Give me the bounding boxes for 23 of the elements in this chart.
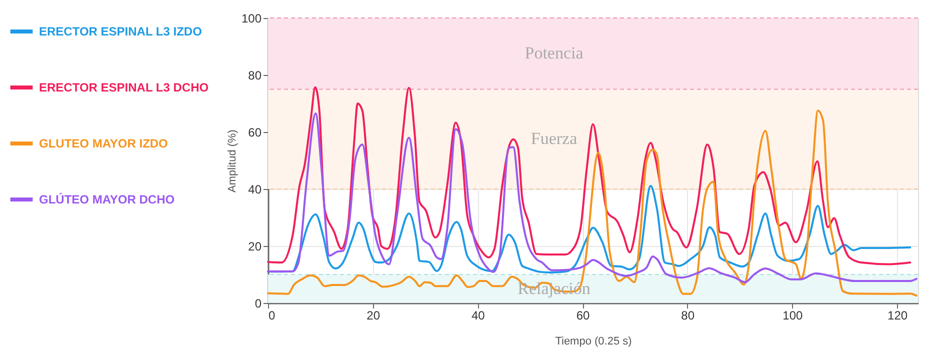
y-axis-title: Amplitud (%) xyxy=(226,130,238,192)
legend-label: GLUTEO MAYOR IZDO xyxy=(39,136,168,150)
x-tick-label: 120 xyxy=(888,308,908,322)
y-tick-label: 80 xyxy=(248,68,262,82)
x-tick-label: 40 xyxy=(472,308,486,322)
line-series xyxy=(267,184,912,274)
legend-label: GLÚTEO MAYOR DCHO xyxy=(39,192,175,206)
x-tick-label: 80 xyxy=(681,308,695,322)
x-tick-label: 60 xyxy=(576,308,590,322)
x-tick-label: 100 xyxy=(782,308,804,322)
legend-label: ERECTOR ESPINAL L3 IZDO xyxy=(39,24,202,38)
x-tick-label: 0 xyxy=(268,308,276,322)
y-tick-label: 60 xyxy=(248,126,262,140)
line-series xyxy=(267,86,912,266)
band-label: Potencia xyxy=(524,44,584,63)
legend-label: ERECTOR ESPINAL L3 DCHO xyxy=(39,80,209,94)
y-tick-label: 100 xyxy=(241,12,262,26)
x-axis-title: Tiempo (0.25 s) xyxy=(555,336,632,348)
y-tick-label: 20 xyxy=(248,240,262,254)
x-tick-label: 20 xyxy=(366,308,380,322)
y-tick-label: 0 xyxy=(254,296,262,310)
band-label: Fuerza xyxy=(530,129,578,148)
y-tick-label: 40 xyxy=(248,182,262,196)
